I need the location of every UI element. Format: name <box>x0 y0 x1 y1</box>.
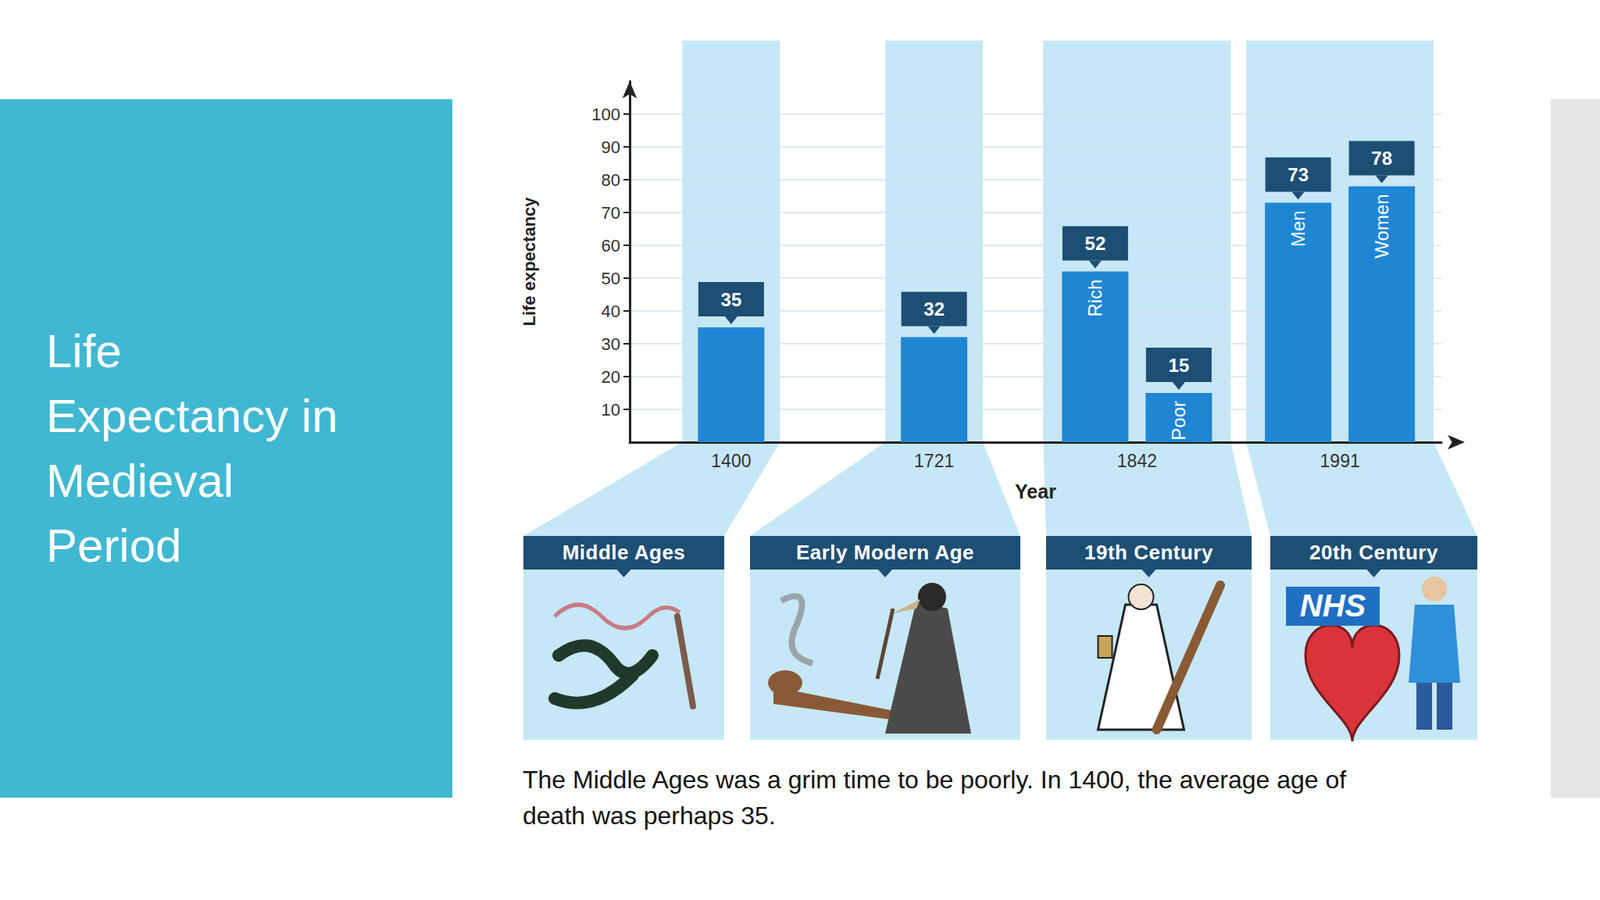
svg-text:35: 35 <box>721 289 743 311</box>
svg-text:73: 73 <box>1287 164 1309 186</box>
svg-text:60: 60 <box>601 235 621 256</box>
svg-text:Men: Men <box>1287 210 1309 247</box>
svg-text:70: 70 <box>601 203 621 223</box>
svg-text:1991: 1991 <box>1320 450 1361 472</box>
svg-text:1721: 1721 <box>914 450 954 472</box>
svg-text:1842: 1842 <box>1117 450 1158 472</box>
svg-text:90: 90 <box>601 137 621 158</box>
svg-text:10: 10 <box>601 400 621 420</box>
html-text:The Middle Ages was a grim tim: The Middle Ages was a grim time to be po… <box>522 765 1347 830</box>
svg-text:15: 15 <box>1168 354 1190 376</box>
svg-text:19th Century: 19th Century <box>1084 540 1214 565</box>
svg-text:Early Modern Age: Early Modern Age <box>796 540 975 565</box>
svg-text:78: 78 <box>1371 147 1393 169</box>
svg-text:32: 32 <box>923 298 945 320</box>
svg-text:Rich: Rich <box>1084 279 1106 318</box>
svg-text:52: 52 <box>1085 232 1107 254</box>
svg-text:100: 100 <box>591 104 621 125</box>
html-text:Life Expectancy in Medieval Pe: Life Expectancy in Medieval Period <box>46 325 338 572</box>
svg-text:30: 30 <box>601 334 621 354</box>
svg-text:20th Century: 20th Century <box>1309 540 1439 565</box>
svg-text:40: 40 <box>601 301 621 322</box>
svg-text:NHS: NHS <box>1300 588 1367 623</box>
svg-text:50: 50 <box>601 268 621 289</box>
svg-text:20: 20 <box>601 367 621 387</box>
svg-text:80: 80 <box>601 170 621 190</box>
svg-text:Women: Women <box>1371 193 1393 258</box>
svg-text:Year: Year <box>1014 480 1057 503</box>
svg-text:Middle Ages: Middle Ages <box>562 540 686 565</box>
svg-text:1400: 1400 <box>710 450 751 472</box>
svg-text:Poor: Poor <box>1167 400 1190 441</box>
svg-text:Life expectancy: Life expectancy <box>519 196 540 327</box>
